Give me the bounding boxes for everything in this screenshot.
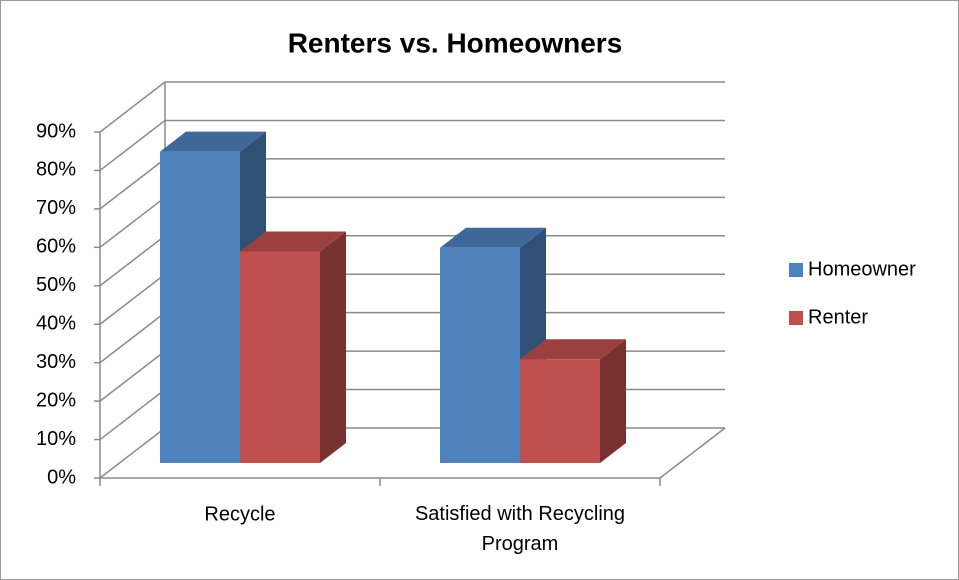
bar — [440, 247, 520, 463]
bar-top — [440, 227, 546, 248]
y-tick-label: 50% — [36, 274, 76, 296]
bar — [520, 359, 600, 463]
chart-title: Renters vs. Homeowners — [288, 27, 623, 58]
x-tick-label: Satisfied with Recycling Program — [415, 503, 625, 555]
y-tick-label: 70% — [36, 197, 76, 219]
bar-top — [520, 339, 626, 360]
x-tick-label: Recycle — [204, 503, 275, 525]
y-tick-label: 80% — [36, 159, 76, 181]
bar-top — [160, 131, 266, 152]
y-tick-label: 10% — [36, 428, 76, 450]
y-tick-label: 90% — [36, 120, 76, 142]
y-tick-label: 0% — [47, 466, 76, 488]
y-tick-label: 20% — [36, 389, 76, 411]
bar-side — [600, 339, 626, 463]
legend-swatch — [789, 263, 803, 277]
legend-label: Renter — [808, 306, 868, 328]
bar-top — [240, 231, 346, 252]
legend-label: Homeowner — [808, 258, 916, 280]
bar-side — [320, 231, 346, 463]
bar — [160, 151, 240, 463]
legend-swatch — [789, 311, 803, 325]
bar — [240, 251, 320, 463]
y-tick-label: 30% — [36, 351, 76, 373]
y-tick-label: 40% — [36, 313, 76, 335]
y-tick-label: 60% — [36, 236, 76, 258]
